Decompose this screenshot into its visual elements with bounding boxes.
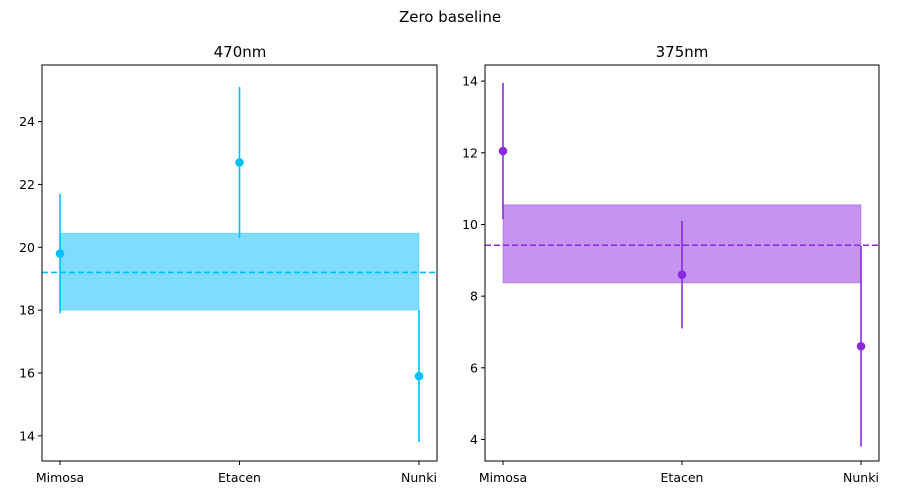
y-tick-label: 4 [470,432,478,447]
y-tick-label: 14 [462,74,478,89]
x-tick-label: Etacen [661,470,704,485]
x-tick-label: Etacen [218,470,261,485]
panel-375nm: 375nm 4 6 8 10 12 14 Mimosa Etacen Nunki [462,43,880,485]
data-point [677,270,687,279]
x-tick-label: Mimosa [36,470,84,485]
data-point [856,342,866,351]
x-tick-label: Nunki [401,470,437,485]
y-tick-label: 8 [470,289,478,304]
data-point [55,249,65,258]
y-tick-label: 24 [19,114,35,129]
data-point [414,371,424,381]
y-tick-label: 12 [462,145,478,160]
y-tick-label: 20 [19,240,35,255]
x-tick-label: Mimosa [479,470,527,485]
interval-band [59,232,420,311]
panel-title: 375nm [656,43,709,61]
x-tick-label: Nunki [843,470,879,485]
figure-title: Zero baseline [399,8,501,26]
data-point [498,146,508,156]
y-tick-label: 14 [19,428,35,443]
data-point [235,158,244,167]
y-tick-label: 10 [462,217,478,232]
y-tick-label: 6 [470,360,478,375]
y-tick-label: 18 [19,303,35,318]
y-tick-label: 16 [19,366,35,381]
panel-470nm: 470nm 14 16 18 20 22 24 Mimosa Etacen Nunki [19,43,438,485]
y-tick-label: 22 [19,177,35,192]
panel-title: 470nm [214,43,267,61]
